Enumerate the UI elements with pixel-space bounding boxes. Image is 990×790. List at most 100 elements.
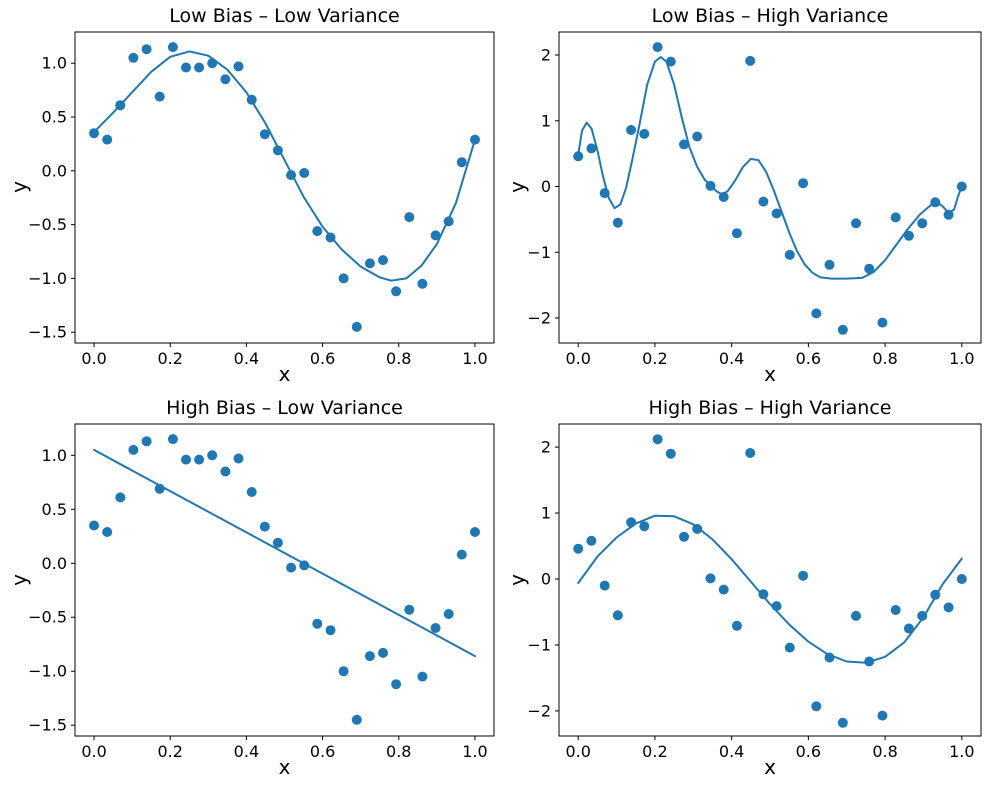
svg-text:0.6: 0.6 xyxy=(796,742,821,761)
data-point xyxy=(692,523,703,534)
subplot-2-axes: 0.0 0.2 0.4 0.6 0.8 1.0 2 1 0 −1 −2 xyxy=(527,31,982,368)
fit-line xyxy=(93,448,476,658)
data-point xyxy=(599,580,610,591)
subplot-1-axes: 0.0 0.2 0.4 0.6 0.8 1.0 1.0 0.5 0.0 −0.5 −1.0 −1.5 xyxy=(28,31,495,368)
data-point xyxy=(956,574,967,584)
data-point xyxy=(652,42,663,53)
subplot-4-ylabel: y xyxy=(505,574,529,586)
svg-text:−1.0: −1.0 xyxy=(28,269,67,288)
data-point xyxy=(784,642,795,653)
svg-text:−0.5: −0.5 xyxy=(28,608,67,627)
data-point xyxy=(364,651,375,662)
data-point xyxy=(877,710,888,721)
data-point xyxy=(665,56,676,67)
data-point xyxy=(246,487,257,497)
data-point xyxy=(626,517,637,528)
svg-text:0.0: 0.0 xyxy=(81,742,106,761)
data-point xyxy=(128,444,139,455)
data-point xyxy=(286,562,297,573)
svg-text:1: 1 xyxy=(541,111,551,130)
data-point xyxy=(141,44,152,55)
data-point xyxy=(325,625,336,636)
tick-labels: 0.0 0.2 0.4 0.6 0.8 1.0 1.0 0.5 0.0 −0.5 −1.0 −1.5 xyxy=(28,446,488,761)
subplot-1-title: Low Bias – Low Variance xyxy=(169,5,400,27)
data-point xyxy=(299,168,310,178)
svg-text:0.5: 0.5 xyxy=(42,108,67,127)
data-point xyxy=(824,259,835,270)
ticks xyxy=(555,446,963,740)
data-point xyxy=(639,521,650,532)
svg-text:−1.5: −1.5 xyxy=(28,716,67,735)
data-point xyxy=(784,249,795,260)
data-point xyxy=(851,610,861,621)
svg-text:0.2: 0.2 xyxy=(158,742,183,761)
data-point xyxy=(456,157,467,168)
svg-text:1.0: 1.0 xyxy=(949,742,974,761)
svg-text:1: 1 xyxy=(541,504,551,523)
data-point xyxy=(312,226,323,237)
data-point xyxy=(837,324,848,335)
svg-text:0.8: 0.8 xyxy=(386,742,411,761)
axes-spines xyxy=(558,423,982,737)
data-point xyxy=(181,454,191,465)
data-point xyxy=(470,527,480,537)
data-point xyxy=(286,170,297,181)
data-point xyxy=(404,212,415,223)
svg-text:−0.5: −0.5 xyxy=(28,215,67,234)
svg-text:0.5: 0.5 xyxy=(42,500,67,519)
data-point xyxy=(811,701,822,712)
tick-labels: 0.0 0.2 0.4 0.6 0.8 1.0 1.0 0.5 0.0 −0.5 −1.0 −1.5 xyxy=(28,54,488,368)
data-point xyxy=(115,100,126,111)
data-point xyxy=(259,129,270,140)
data-point xyxy=(917,218,928,229)
svg-text:0.6: 0.6 xyxy=(796,349,821,368)
data-point xyxy=(272,537,283,548)
data-point xyxy=(930,589,941,600)
data-point xyxy=(378,647,388,658)
data-point xyxy=(903,230,914,241)
svg-text:0.4: 0.4 xyxy=(234,349,259,368)
tick-labels: 0.0 0.2 0.4 0.6 0.8 1.0 2 1 0 −1 −2 xyxy=(527,438,974,761)
svg-text:2: 2 xyxy=(541,438,551,457)
data-point xyxy=(930,197,941,208)
data-point xyxy=(167,434,178,445)
data-point xyxy=(338,666,349,677)
svg-text:0.0: 0.0 xyxy=(42,554,67,573)
svg-text:1.0: 1.0 xyxy=(42,446,67,465)
svg-text:1.0: 1.0 xyxy=(949,349,974,368)
svg-text:−1: −1 xyxy=(527,243,551,262)
data-point xyxy=(652,434,663,445)
svg-text:0.6: 0.6 xyxy=(310,742,335,761)
data-point xyxy=(220,74,231,85)
svg-text:2: 2 xyxy=(541,46,551,65)
data-point xyxy=(417,671,428,682)
data-point xyxy=(246,94,257,105)
scatter-points xyxy=(573,434,967,728)
data-point xyxy=(573,151,584,162)
svg-text:−2: −2 xyxy=(527,701,551,720)
data-point xyxy=(639,128,650,139)
data-point xyxy=(272,145,283,156)
data-point xyxy=(128,52,139,63)
axes-spines xyxy=(74,423,495,737)
svg-text:0.0: 0.0 xyxy=(42,161,67,180)
data-point xyxy=(745,55,756,66)
data-point xyxy=(312,618,323,629)
svg-text:0: 0 xyxy=(541,177,551,196)
svg-text:0.6: 0.6 xyxy=(310,349,335,368)
subplot-1-xlabel: x xyxy=(278,362,291,386)
axes-spines xyxy=(558,31,982,344)
ticks xyxy=(555,54,963,347)
data-point xyxy=(154,483,165,494)
data-point xyxy=(194,454,205,465)
data-point xyxy=(404,604,415,615)
data-point xyxy=(745,448,756,458)
data-point xyxy=(705,180,716,191)
data-point xyxy=(443,216,454,227)
data-point xyxy=(573,543,584,554)
data-point xyxy=(851,218,861,229)
data-point xyxy=(599,188,610,199)
data-point xyxy=(102,134,113,145)
scatter-points xyxy=(89,42,480,332)
